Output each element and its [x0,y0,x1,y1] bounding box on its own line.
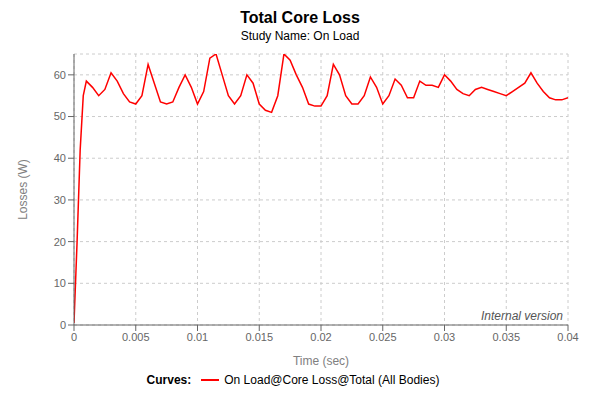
svg-text:60: 60 [54,69,66,81]
svg-text:0.035: 0.035 [492,331,520,343]
svg-text:0.02: 0.02 [310,331,331,343]
svg-text:50: 50 [54,110,66,122]
svg-text:Losses (W): Losses (W) [16,159,30,220]
svg-text:30: 30 [54,194,66,206]
html-text:On Load@Core Loss@Total (All B: On Load@Core Loss@Total (All Bodies) [224,373,440,387]
svg-text:Internal version: Internal version [481,309,563,323]
svg-text:0.005: 0.005 [122,331,150,343]
svg-text:Time (sec): Time (sec) [293,354,349,368]
svg-text:40: 40 [54,152,66,164]
svg-text:0: 0 [60,319,66,331]
html-text:Total Core Loss: Total Core Loss [240,9,360,26]
svg-text:10: 10 [54,277,66,289]
svg-text:0.03: 0.03 [434,331,455,343]
svg-text:0: 0 [71,331,77,343]
svg-text:0.04: 0.04 [557,331,578,343]
svg-text:0.015: 0.015 [245,331,273,343]
svg-text:0.025: 0.025 [369,331,397,343]
svg-text:20: 20 [54,236,66,248]
svg-text:0.01: 0.01 [187,331,208,343]
html-text:Curves:: Curves: [146,373,192,387]
html-text:Study Name: On Load: Study Name: On Load [240,29,360,43]
